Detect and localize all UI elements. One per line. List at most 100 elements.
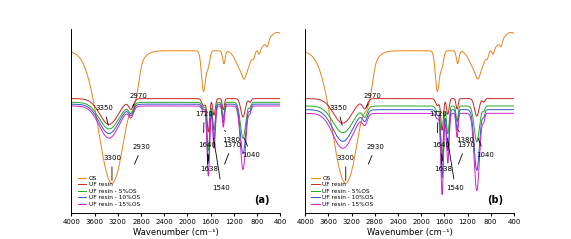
Line: UF resin: UF resin — [71, 99, 280, 132]
OS — [277, 32, 284, 35]
UF resin — [81, 98, 88, 101]
OS — [68, 51, 75, 54]
UF resin — [184, 97, 191, 100]
UF resin - 5%OS — [446, 117, 453, 120]
UF resin - 15%OS — [68, 104, 75, 107]
OS — [212, 49, 219, 52]
UF resin — [315, 98, 321, 101]
OS — [508, 31, 514, 34]
UF resin - 5%OS — [510, 104, 517, 107]
UF resin - 5%OS — [277, 101, 284, 104]
UF resin — [301, 97, 308, 100]
UF resin — [439, 129, 445, 132]
UF resin - 10%OS — [229, 103, 236, 106]
UF resin — [327, 107, 333, 109]
OS — [81, 65, 88, 68]
UF resin - 10%OS — [277, 103, 284, 106]
OS — [327, 117, 333, 120]
UF resin - 15%OS — [93, 119, 100, 122]
OS — [229, 54, 236, 57]
OS — [274, 31, 280, 34]
UF resin — [230, 97, 236, 100]
Text: 2930: 2930 — [133, 144, 151, 164]
UF resin - 15%OS — [510, 112, 517, 115]
UF resin - 10%OS — [133, 104, 140, 107]
UF resin - 15%OS — [439, 193, 445, 196]
UF resin — [68, 97, 75, 100]
UF resin - 10%OS — [496, 108, 502, 111]
UF resin - 15%OS — [463, 112, 470, 115]
Line: OS: OS — [71, 32, 280, 183]
UF resin — [205, 130, 212, 133]
Text: (a): (a) — [254, 195, 270, 205]
OS — [108, 182, 115, 185]
Line: OS: OS — [305, 32, 514, 183]
Text: 1720: 1720 — [429, 111, 447, 133]
OS — [93, 115, 99, 118]
Line: UF resin - 10%OS: UF resin - 10%OS — [71, 104, 280, 163]
UF resin - 5%OS — [367, 106, 373, 109]
OS — [463, 54, 470, 57]
OS — [446, 49, 453, 52]
UF resin - 10%OS — [327, 122, 333, 125]
Text: 1640: 1640 — [432, 142, 451, 164]
UF resin - 15%OS — [315, 114, 321, 116]
UF resin - 5%OS — [463, 104, 470, 107]
Line: UF resin - 15%OS: UF resin - 15%OS — [305, 113, 514, 195]
UF resin — [212, 104, 219, 107]
UF resin - 5%OS — [68, 101, 75, 104]
UF resin - 10%OS — [439, 176, 445, 179]
Line: UF resin - 10%OS: UF resin - 10%OS — [305, 110, 514, 178]
Text: 3300: 3300 — [103, 155, 121, 180]
UF resin - 5%OS — [81, 102, 88, 105]
UF resin - 15%OS — [327, 127, 333, 130]
OS — [367, 97, 373, 99]
Text: 1640: 1640 — [199, 142, 216, 164]
UF resin - 10%OS — [93, 115, 99, 118]
UF resin - 5%OS — [133, 102, 140, 105]
UF resin - 5%OS — [262, 101, 268, 104]
UF resin - 15%OS — [277, 104, 284, 107]
OS — [343, 182, 349, 185]
Text: 1380: 1380 — [456, 130, 474, 143]
Text: 1370: 1370 — [223, 142, 241, 164]
UF resin - 10%OS — [446, 126, 453, 129]
UF resin — [133, 98, 140, 101]
OS — [133, 97, 140, 99]
Line: UF resin - 15%OS: UF resin - 15%OS — [71, 106, 280, 176]
UF resin - 5%OS — [439, 152, 445, 155]
UF resin - 10%OS — [81, 104, 88, 107]
Legend: OS, UF resin, UF resin - 5%OS, UF resin - 10%OS, UF resin - 15%OS: OS, UF resin, UF resin - 5%OS, UF resin … — [77, 174, 141, 208]
UF resin — [463, 97, 470, 100]
UF resin - 15%OS — [446, 134, 453, 137]
Text: 3350: 3350 — [329, 105, 347, 125]
UF resin - 15%OS — [133, 106, 140, 109]
UF resin - 15%OS — [496, 112, 502, 115]
Text: 1638: 1638 — [434, 155, 452, 172]
Text: 3350: 3350 — [95, 105, 113, 125]
Text: 1040: 1040 — [242, 138, 260, 158]
Text: 2970: 2970 — [364, 92, 381, 107]
UF resin - 15%OS — [93, 118, 99, 121]
Text: 1370: 1370 — [457, 142, 475, 164]
UF resin - 5%OS — [212, 113, 219, 116]
UF resin — [93, 107, 99, 110]
UF resin - 10%OS — [463, 108, 470, 111]
UF resin - 10%OS — [205, 162, 212, 165]
UF resin - 15%OS — [205, 175, 212, 178]
UF resin - 5%OS — [205, 149, 212, 152]
UF resin - 5%OS — [315, 106, 321, 109]
UF resin - 15%OS — [229, 104, 236, 107]
UF resin — [93, 108, 100, 110]
Text: 1040: 1040 — [476, 138, 494, 158]
UF resin - 15%OS — [327, 127, 333, 130]
Text: 1540: 1540 — [212, 138, 230, 191]
Legend: OS, UF resin, UF resin - 5%OS, UF resin - 10%OS, UF resin - 15%OS: OS, UF resin, UF resin - 5%OS, UF resin … — [310, 174, 375, 208]
OS — [315, 65, 321, 68]
UF resin - 10%OS — [212, 118, 219, 121]
UF resin - 10%OS — [327, 122, 333, 125]
UF resin - 10%OS — [315, 110, 321, 113]
UF resin - 15%OS — [262, 104, 269, 107]
UF resin — [510, 97, 517, 100]
Text: 2930: 2930 — [367, 144, 384, 164]
